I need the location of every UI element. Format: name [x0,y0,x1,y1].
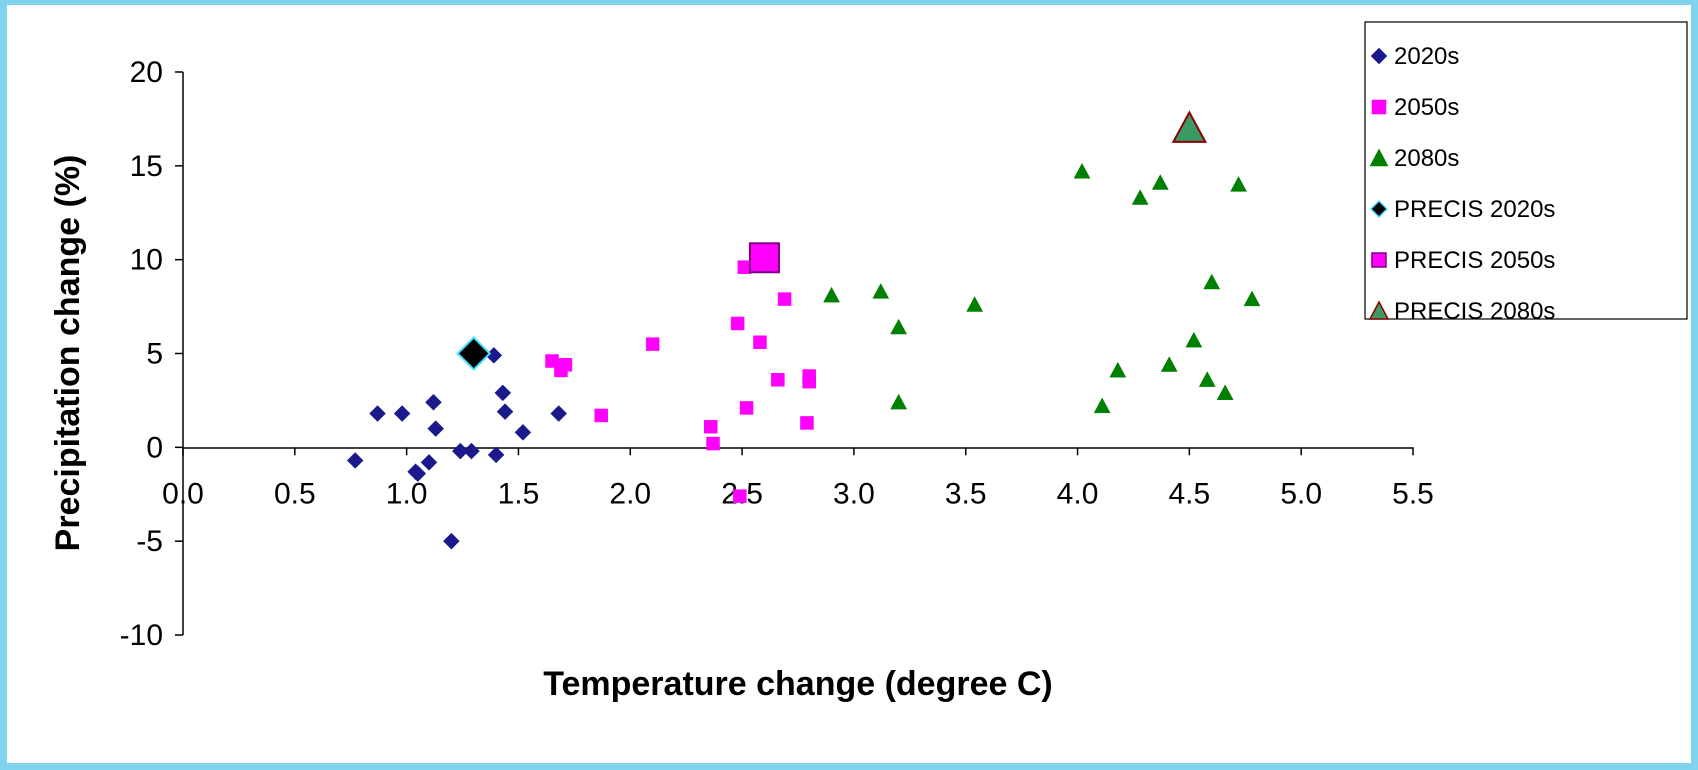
data-point-series-1 [802,374,816,389]
data-point-series-0 [463,442,480,460]
x-tick-label: 1.0 [386,477,428,510]
x-tick-label: 0.0 [162,477,204,510]
y-tick-label: 10 [130,244,163,277]
legend: 2020s 2050s 2080s PRECIS 2020s PRECIS 2050s P… [1364,21,1688,325]
data-point-series-2 [1243,290,1261,307]
data-point-series-5 [1171,110,1208,143]
x-tick-label: 4.5 [1169,477,1211,510]
data-point-series-0 [409,465,427,482]
data-point-series-1 [706,436,720,451]
x-tick-label: 4.0 [1057,477,1099,510]
legend-label: 2020s [1394,43,1459,70]
data-point-series-2 [872,283,890,299]
data-point-series-0 [514,423,532,441]
data-point-series-0 [443,532,460,550]
data-point-series-2 [1131,189,1149,205]
data-point-series-1 [558,358,573,372]
y-tick-label: 5 [146,338,163,371]
legend-label: 2080s [1394,145,1459,172]
legend-label: PRECIS 2050s [1394,247,1555,274]
data-point-series-2 [1230,176,1247,192]
data-point-series-0 [369,405,386,422]
legend-marker-triangle [1369,148,1389,167]
data-point-series-1 [704,419,718,434]
legend-label: PRECIS 2020s [1394,196,1555,223]
data-point-series-0 [427,420,445,437]
data-point-series-1 [777,292,792,306]
data-point-series-2 [1160,356,1178,372]
data-point-series-1 [594,408,608,423]
data-point-series-2 [1216,384,1234,400]
y-tick-label: 20 [130,56,163,89]
data-point-series-0 [393,405,411,422]
legend-marker-square [1371,252,1387,268]
axes [182,72,1413,635]
data-point-series-2 [890,318,908,335]
data-point-series-3 [456,336,492,371]
x-tick-label: 1.5 [498,477,540,510]
data-point-series-2 [823,286,840,303]
data-point-series-1 [737,260,752,274]
data-point-series-2 [890,393,908,410]
y-tick-label: 15 [130,150,163,183]
y-axis-label: Precipitation change (%) [49,155,87,552]
y-tick-label: 0 [146,431,163,464]
data-point-series-0 [451,442,469,460]
data-point-series-2 [1198,371,1216,387]
data-point-series-0 [420,453,438,471]
data-point-series-1 [733,489,747,503]
legend-marker-diamond [1369,199,1389,219]
x-tick-label: 5.0 [1280,477,1322,510]
data-point-series-1 [771,373,785,387]
x-tick-label: 0.5 [274,477,316,510]
legend-marker-triangle [1368,300,1390,320]
legend-marker-square [1371,99,1387,115]
data-point-series-1 [753,335,767,349]
data-point-series-2 [1185,331,1203,348]
data-point-series-2 [1151,174,1169,190]
data-point-series-2 [1109,361,1127,378]
legend-marker-diamond [1370,47,1388,65]
y-ticks: -10 -5 0 5 10 15 20 [120,56,183,652]
data-point-series-0 [487,446,505,464]
data-point-series-1 [800,416,814,430]
data-point-series-1 [645,337,660,351]
data-point-series-1 [730,316,745,331]
y-tick-label: -10 [120,619,163,652]
data-point-series-1 [739,401,754,415]
data-point-series-0 [425,393,442,411]
x-tick-label: 2.0 [609,477,651,510]
data-point-series-0 [494,384,512,402]
x-tick-label: 5.5 [1392,477,1434,510]
data-point-series-2 [966,296,984,312]
data-point-series-0 [496,403,514,421]
data-points [346,110,1261,550]
legend-box [1364,21,1688,320]
data-point-series-0 [346,452,364,469]
x-ticks: 0.00.51.01.52.02.53.03.54.04.55.05.5 [162,447,1434,510]
x-tick-label: 3.0 [833,477,875,510]
data-point-series-2 [1073,162,1091,179]
data-point-series-4 [748,242,780,274]
x-axis-label: Temperature change (degree C) [543,665,1053,703]
legend-label: 2050s [1394,94,1459,121]
x-tick-label: 3.5 [945,477,987,510]
y-tick-label: -5 [136,525,163,558]
data-point-series-0 [550,405,568,422]
legend-label: PRECIS 2080s [1394,298,1555,325]
data-point-series-2 [1203,273,1221,290]
data-point-series-2 [1093,397,1111,414]
